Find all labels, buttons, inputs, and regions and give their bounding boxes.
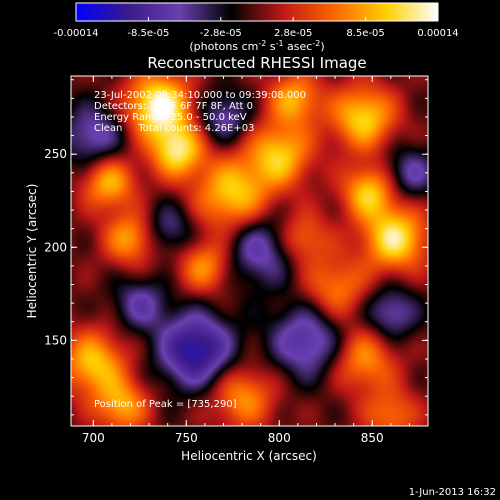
annotation-detectors: Detectors: 3F 5F 6F 7F 8F, Att 0 [94,101,253,112]
heatmap-image-wrapper [71,76,428,426]
y-tick-label: 200 [44,240,67,254]
colorbar-tick-labels: -0.00014 -8.5e-05 -2.8e-05 2.8e-05 8.5e-05 0.… [54,28,459,39]
annotation-time-range: 23-Jul-2002 09:34:10.000 to 09:39:08.000 [94,90,306,101]
x-axis-ticks: 700 750 800 850 [82,76,410,445]
colorbar-tick-label: -8.5e-05 [127,28,169,39]
colorbar-unit-label: (photons cm-2 s-1 asec-2) [189,39,324,53]
annotation-peak-position: Position of Peak = [735,290] [94,399,237,410]
chart-title: Reconstructed RHESSI Image [147,54,366,72]
colorbar-tick-label: 0.00014 [417,28,458,39]
y-axis-ticks: 150 200 250 [44,79,428,416]
colorbar-tick-label: -2.8e-05 [200,28,242,39]
colorbar-tick-label: 2.8e-05 [274,28,312,39]
y-tick-label: 250 [44,147,67,161]
y-axis-label: Heliocentric Y (arcsec) [25,184,39,319]
x-tick-label: 750 [175,431,198,445]
footer-date: 1-Jun-2013 16:32 [409,487,496,498]
heatmap-image [71,76,428,426]
colorbar-tick-label: -0.00014 [54,28,99,39]
annotation-clean-counts: Clean Total counts: 4.26E+03 [94,123,254,134]
colorbar-tick-label: 8.5e-05 [346,28,384,39]
y-tick-label: 150 [44,333,67,347]
x-tick-label: 850 [361,431,384,445]
colorbar [75,2,439,22]
x-axis-label: Heliocentric X (arcsec) [181,449,317,463]
x-tick-label: 700 [82,431,105,445]
annotation-energy-range: Energy Range: 25.0 - 50.0 keV [94,112,247,123]
plot-frame [70,75,429,427]
x-tick-label: 800 [268,431,291,445]
colorbar-ticks [75,17,439,21]
